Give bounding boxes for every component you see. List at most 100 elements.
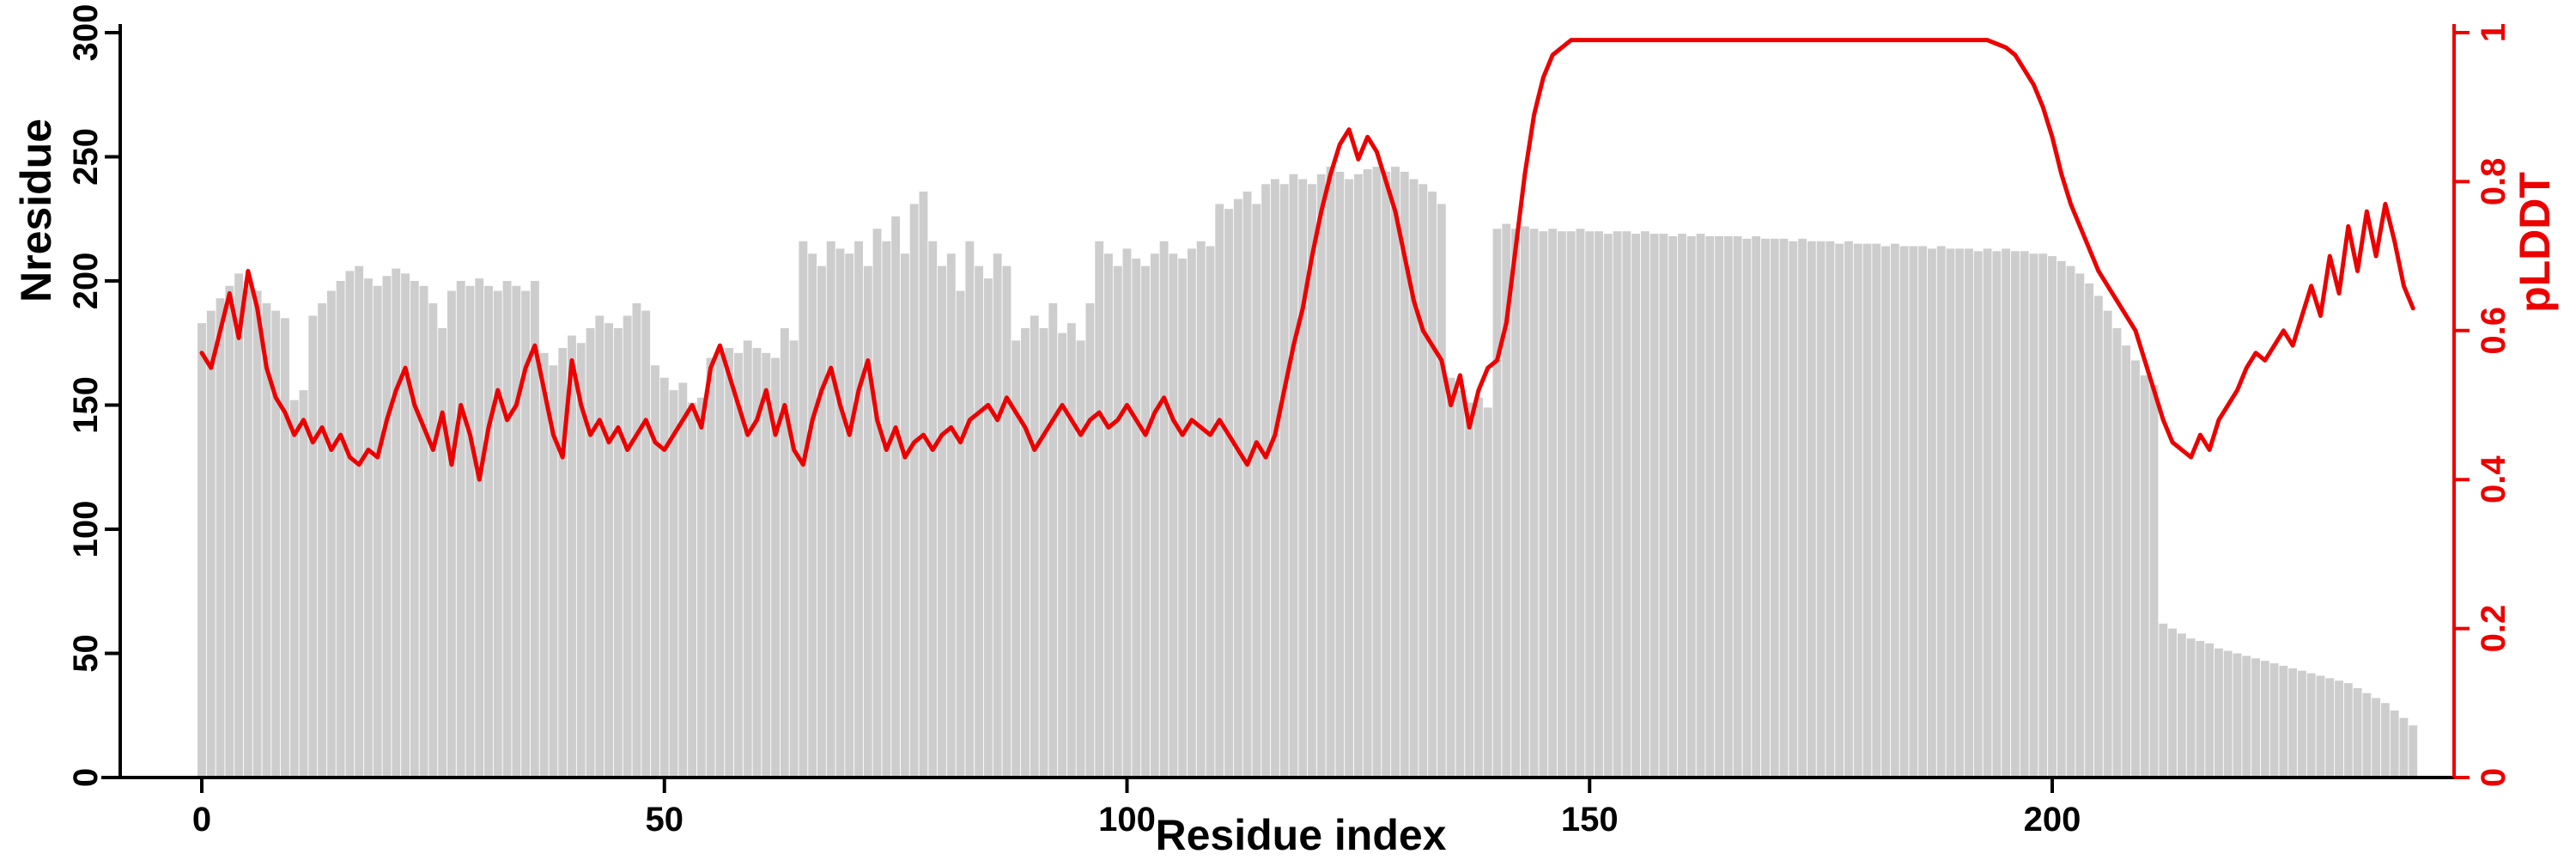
nresidue-bar: [2409, 725, 2418, 778]
nresidue-bar: [2075, 273, 2085, 778]
nresidue-bar: [2399, 717, 2409, 778]
nresidue-bar: [1279, 184, 1289, 778]
nresidue-bar: [2168, 628, 2178, 778]
nresidue-bar: [1640, 231, 1649, 778]
nresidue-bar: [326, 290, 336, 778]
nresidue-bar: [891, 216, 901, 778]
nresidue-bar: [1927, 248, 1936, 778]
nresidue-bar: [1465, 402, 1474, 778]
nresidue-bar: [1233, 198, 1242, 778]
nresidue-bar: [1169, 253, 1178, 778]
nresidue-bar: [1529, 229, 1539, 778]
nresidue-bar: [1992, 251, 2002, 778]
x-tick-label: 50: [646, 801, 684, 839]
nresidue-bar: [1881, 246, 1890, 778]
nresidue-bar: [1474, 397, 1483, 778]
nresidue-bar: [502, 281, 512, 778]
nresidue-bar: [2196, 641, 2205, 778]
nresidue-bar: [956, 290, 965, 778]
x-tick-label: 150: [1561, 801, 1619, 839]
nresidue-bar: [1603, 234, 1613, 778]
nresidue-bar: [1326, 167, 1335, 778]
nresidue-bar: [1012, 340, 1021, 778]
nresidue-bar: [1659, 234, 1668, 778]
nresidue-bar: [549, 365, 558, 778]
nresidue-bar: [808, 253, 817, 778]
plddt-tick-label: 0: [2475, 768, 2512, 787]
nresidue-bar: [1095, 241, 1104, 778]
nresidue-bar: [576, 343, 586, 778]
nresidue-bar: [2335, 680, 2343, 778]
nresidue-bar: [1492, 229, 1502, 778]
nresidue-bar: [2251, 658, 2260, 778]
nresidue-bar: [1150, 253, 1159, 778]
nresidue-bar: [2112, 327, 2122, 778]
nresidue-bar: [1649, 234, 1659, 778]
nresidue-bar: [1686, 235, 1696, 778]
nresidue-bar: [355, 265, 364, 778]
nresidue-bar: [938, 265, 946, 778]
nresidue-bar: [2205, 643, 2215, 778]
plddt-tick-label: 0.2: [2475, 605, 2512, 653]
nresidue-bar: [1039, 327, 1048, 778]
nresidue-bar: [1696, 234, 1705, 778]
nresidue-bar: [1002, 265, 1012, 778]
nresidue-bar: [1946, 248, 1955, 778]
nresidue-bar: [1409, 179, 1419, 778]
nresidue-bar: [743, 340, 752, 778]
nresidue-bar: [373, 285, 382, 778]
nresidue-bar: [1520, 226, 1529, 778]
nresidue-bar: [993, 253, 1002, 778]
nresidue-bar: [872, 229, 882, 778]
nresidue-bar: [2085, 283, 2094, 778]
nresidue-bar: [1353, 174, 1363, 778]
nresidue-bar: [1316, 174, 1326, 778]
nresidue-bar: [1936, 246, 1946, 778]
nresidue-bar: [623, 315, 632, 778]
nresidue-bar: [1899, 246, 1909, 778]
nresidue-bar: [2048, 256, 2057, 778]
nresidue-bars: [197, 167, 2418, 778]
nresidue-bar: [493, 290, 502, 778]
nresidue-bar: [1622, 231, 1631, 778]
nresidue-bar: [586, 327, 595, 778]
nresidue-bar: [651, 365, 659, 778]
nresidue-bar: [1289, 174, 1298, 778]
nresidue-bar: [252, 290, 262, 778]
tick-labels: 0 50 100 150 200 0 50 100 150 200 250 300 0 0.2 0.4 0.6…: [67, 4, 2512, 839]
nresidue-bar: [521, 290, 531, 778]
nresidue-bar: [410, 281, 419, 778]
nresidue-bar: [706, 357, 715, 778]
nresidue-bar: [2149, 385, 2159, 778]
nresidue-bar: [1973, 251, 1983, 778]
nresidue-bar: [1678, 234, 1686, 778]
nresidue-bar: [1770, 238, 1779, 778]
nresidue-bar: [1613, 231, 1622, 778]
nresidue-bar: [1789, 241, 1798, 778]
nresidue-bar: [1085, 303, 1095, 778]
nresidue-bar: [1742, 238, 1752, 778]
nresidue-bar: [2057, 260, 2066, 778]
nresidue-bar: [678, 382, 688, 778]
nresidue-bar: [919, 191, 928, 778]
nresidue-bar: [1733, 235, 1742, 778]
nresidue-bar: [799, 241, 808, 778]
nresidue-bar: [1141, 265, 1150, 778]
nresidue-bar: [762, 352, 771, 778]
nresidue-bar: [539, 352, 549, 778]
nresidue-bar: [1196, 241, 1206, 778]
nresidue-bar: [2093, 296, 2103, 778]
nresidue-bar: [438, 327, 447, 778]
nresidue-bar: [1058, 332, 1067, 778]
nresidue-bar: [946, 253, 956, 778]
nresidue-bar: [1909, 246, 1918, 778]
nresidue-bar: [771, 357, 780, 778]
nresidue-bar: [605, 323, 614, 778]
nresidue-bar: [965, 241, 975, 778]
nresidue-bar: [2242, 656, 2251, 778]
nresidue-bar: [1437, 204, 1446, 778]
nresidue-bar: [1400, 171, 1409, 778]
nresidue-bar: [1076, 340, 1085, 778]
nresidue-bar: [1308, 184, 1316, 778]
y-tick-label: 250: [67, 128, 105, 186]
